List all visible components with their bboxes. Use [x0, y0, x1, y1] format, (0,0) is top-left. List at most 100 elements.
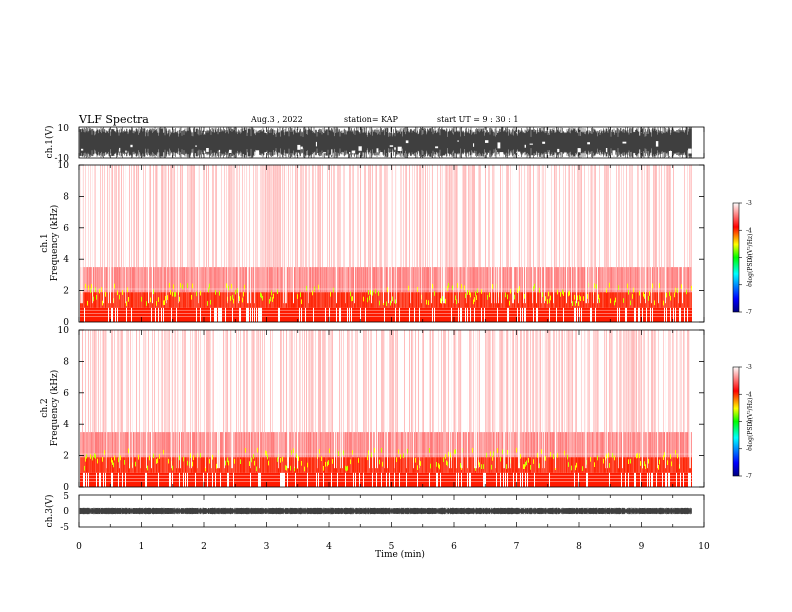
spec1-lowband	[638, 292, 639, 308]
spec2-bottomband	[425, 472, 426, 487]
spec2-lowband	[620, 457, 621, 473]
spec1-lowband	[527, 292, 528, 308]
spec1-midband	[562, 267, 563, 293]
spec1-lowband	[326, 292, 327, 308]
spec2-midband	[130, 432, 131, 458]
spec2-bottomband	[168, 472, 169, 487]
spec1-yellow	[117, 290, 118, 296]
spec1-lowband	[434, 292, 435, 308]
spec1-yellow	[191, 294, 192, 300]
spec1-lowband	[102, 292, 103, 308]
spec2-midband	[365, 432, 366, 458]
spec2-bottomband	[348, 472, 349, 487]
spec1-lowband	[554, 292, 555, 308]
spec2-haze	[593, 330, 594, 433]
spec2-bottomband	[359, 472, 360, 487]
spec2-lowband	[414, 457, 415, 473]
spec2-bottomband	[627, 472, 628, 487]
spec1-lowband	[310, 292, 311, 308]
spec1-bottomband	[243, 307, 244, 322]
spec1-midband	[217, 267, 218, 293]
spec1-midband	[577, 267, 578, 293]
spec2-lowband	[445, 457, 446, 473]
spec2-lowband	[521, 457, 522, 473]
spec2-yellow	[667, 460, 668, 465]
spec1-lowband	[257, 292, 258, 308]
spec2-midband	[198, 432, 199, 458]
ch1-waveform-gap	[517, 151, 521, 155]
spec1-lowband	[112, 292, 113, 308]
spec1-midband	[524, 267, 525, 293]
spec1-bottomband	[171, 307, 172, 322]
spec1-haze	[358, 165, 359, 268]
spec2-midband	[254, 432, 255, 458]
spec2-yellow	[582, 466, 583, 471]
spec1-lowband	[500, 292, 501, 308]
spec2-bottomband	[653, 472, 654, 487]
spec2-midband	[601, 432, 602, 458]
spec1-midband	[648, 267, 649, 293]
spec2-bottomband	[206, 472, 207, 487]
spec1-haze	[256, 165, 257, 268]
spec2-haze	[200, 330, 201, 433]
spec2-bottomband	[402, 472, 403, 487]
spec2-gap	[191, 330, 192, 469]
spec2-yellow	[267, 454, 268, 460]
spec2-haze	[302, 330, 303, 433]
spec1-bottomband	[332, 307, 333, 322]
spec1-lowband	[683, 292, 684, 308]
spec1-bottomband	[327, 307, 328, 322]
spec1-midband	[643, 267, 644, 293]
spec1-midband	[596, 267, 597, 293]
spec1-haze	[292, 165, 293, 268]
spec2-midband	[324, 432, 325, 458]
spec1-lowband	[514, 292, 515, 308]
spec2-midband	[398, 432, 399, 458]
spec1-bottomband	[620, 307, 621, 322]
spec2-bottomband	[208, 472, 209, 487]
spec2-bottomband	[297, 472, 298, 487]
spec2-haze	[523, 330, 524, 433]
spec1-midband	[145, 267, 146, 293]
spec2-midband	[246, 432, 247, 458]
spec1-lowband	[114, 292, 115, 308]
spec1-midband	[224, 267, 225, 293]
spec2-midband	[96, 432, 97, 458]
spec1-yellow	[219, 290, 220, 296]
spec2-midband	[128, 432, 129, 458]
spec1-lowband	[618, 292, 619, 308]
spec2-yellow	[608, 452, 609, 458]
spec2-midband	[599, 432, 600, 458]
spec1-gap	[588, 165, 589, 304]
spec1-lowband	[340, 292, 341, 308]
spec2-haze	[100, 330, 101, 433]
spec1-midband	[231, 267, 232, 293]
spec1-bottomband	[687, 307, 688, 322]
spec2-lowband	[567, 457, 568, 473]
spec2-bottomband	[86, 472, 87, 487]
spec2-midband	[116, 432, 117, 458]
spec1-bottomband	[636, 307, 637, 322]
spec1-midband	[339, 267, 340, 293]
spec1-midband	[471, 267, 472, 293]
spec1-midband	[205, 267, 206, 293]
spec1-gap	[585, 165, 586, 304]
spec1-lowband	[169, 292, 170, 308]
spec2-bottomband	[525, 472, 526, 487]
spec1-gap	[113, 165, 114, 304]
spec1-lowband	[236, 292, 237, 308]
spec2-bottomband	[383, 472, 384, 487]
spec2-bottomband	[347, 472, 348, 487]
spec2-midband	[173, 432, 174, 458]
spec1-midband	[209, 267, 210, 293]
spec2-lowband	[656, 457, 657, 473]
spec1-midband	[180, 267, 181, 293]
spec2-bottomband	[599, 472, 600, 487]
spec1-yellow	[330, 291, 331, 297]
spec1-lowband	[202, 292, 203, 308]
spec1-haze	[456, 165, 457, 268]
spec1-bottomband	[649, 307, 650, 322]
spec1-lowband	[477, 292, 478, 308]
spec2-midband	[332, 432, 333, 458]
spec1-haze	[427, 165, 428, 268]
